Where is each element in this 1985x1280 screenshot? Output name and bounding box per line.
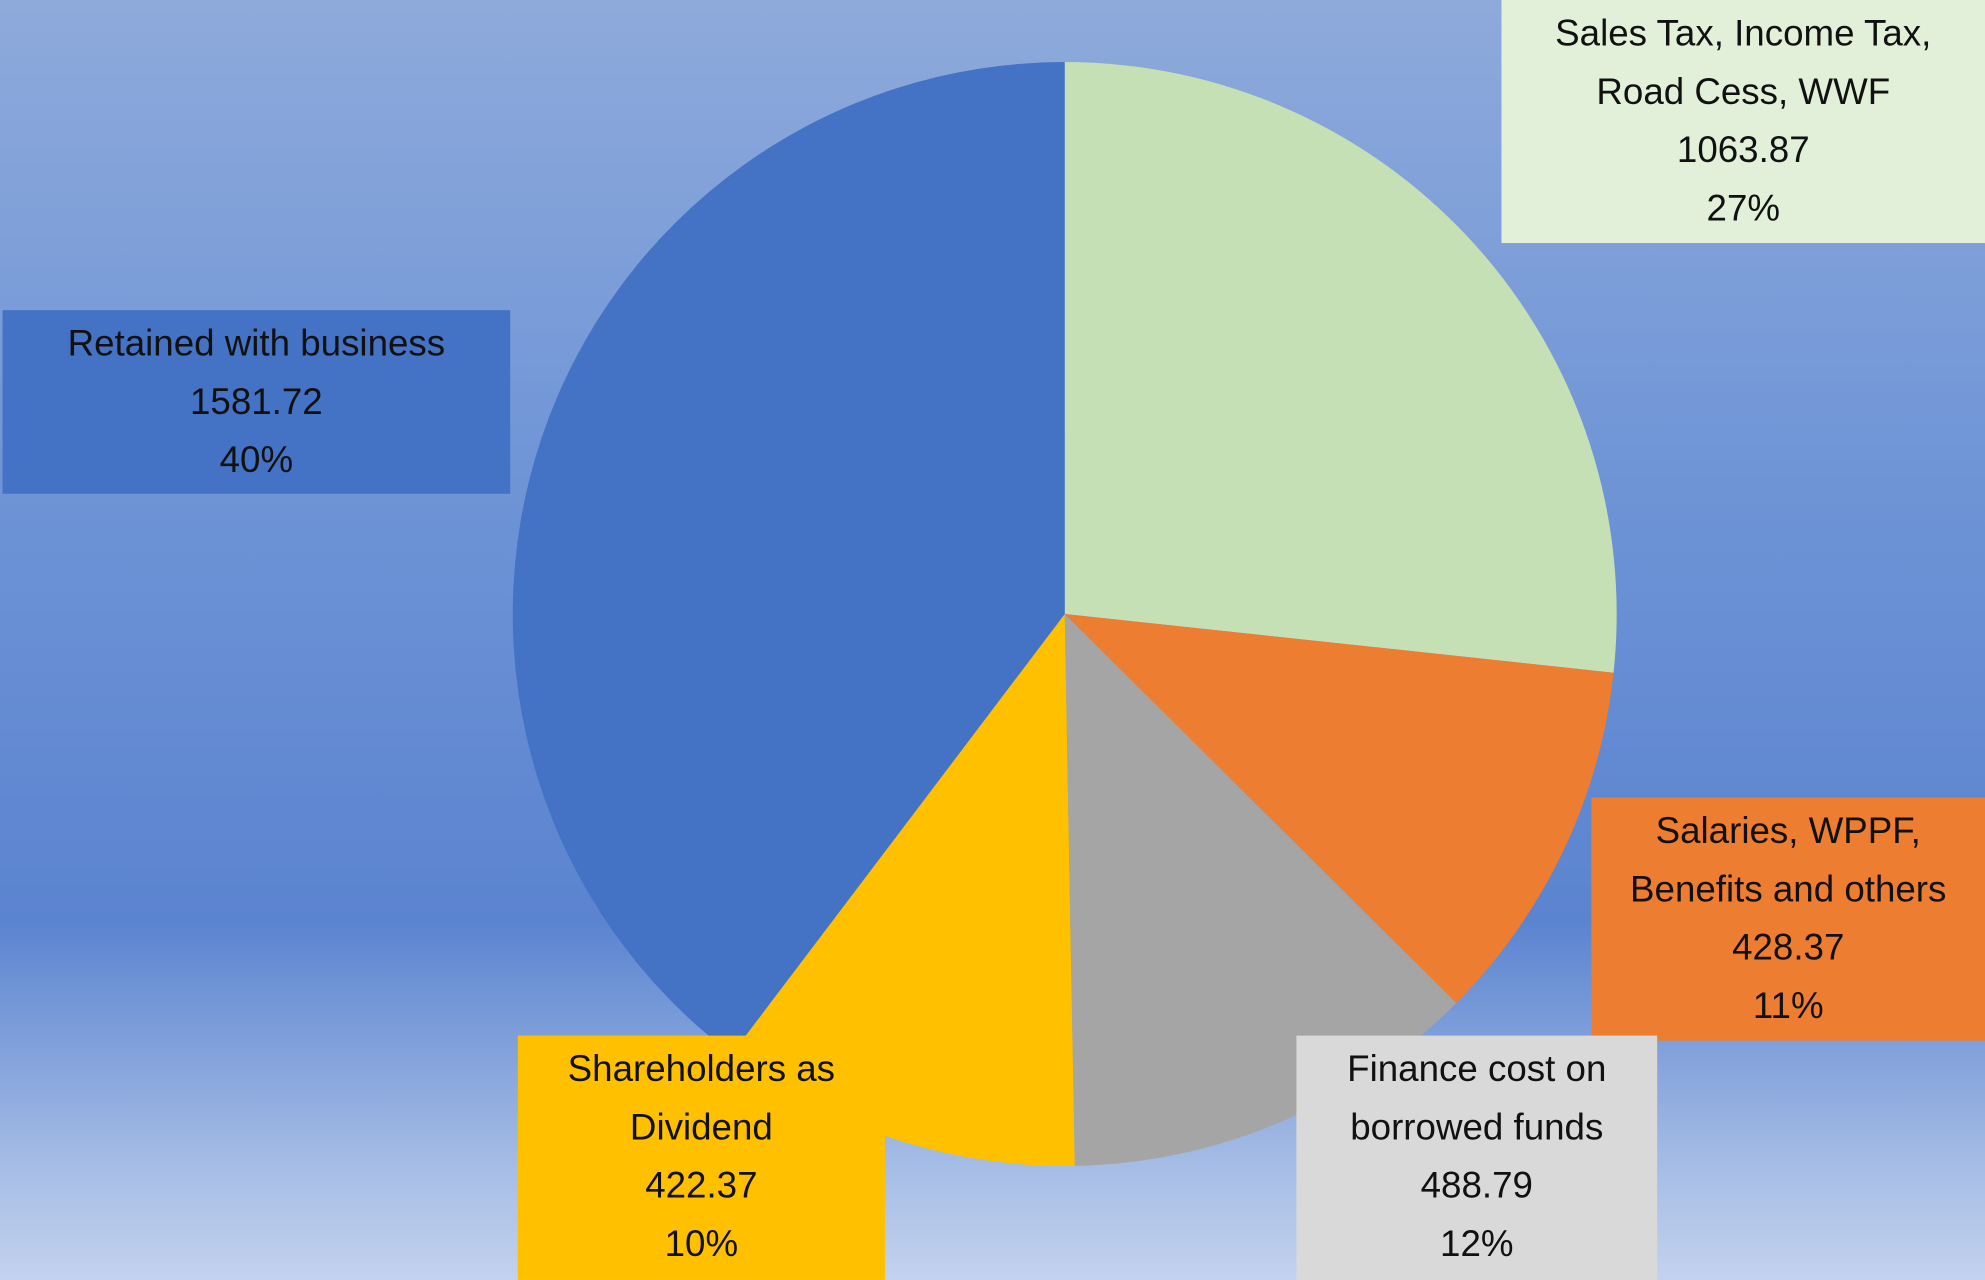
data-label: Shareholders as Dividend 422.37 10% (517, 1035, 885, 1280)
label-value: 1063.87 (1676, 130, 1810, 171)
pie-slice (1064, 614, 1614, 1003)
label-name: Finance cost on borrowed funds (1347, 1049, 1607, 1149)
data-label: Finance cost on borrowed funds 488.79 12% (1296, 1035, 1658, 1280)
label-value: 422.37 (645, 1165, 758, 1207)
label-name: Sales Tax, Income Tax, Road Cess, WWF (1555, 13, 1932, 113)
pie-slice (731, 614, 1075, 1166)
data-label: Sales Tax, Income Tax, Road Cess, WWF 106… (1501, 0, 1985, 244)
pie-slice (1064, 62, 1617, 673)
label-percent: 11% (1752, 986, 1824, 1027)
pie-slice (1064, 614, 1457, 1166)
label-value: 1581.72 (189, 382, 323, 423)
label-value: 428.37 (1732, 927, 1845, 969)
label-value: 488.79 (1420, 1165, 1533, 1207)
data-label: Retained with business 1581.72 40% (2, 310, 511, 494)
label-percent: 12% (1440, 1224, 1514, 1265)
label-percent: 10% (664, 1224, 739, 1265)
label-percent: 40% (219, 440, 294, 482)
pie-slice (512, 62, 1065, 1055)
label-name: Retained with business (67, 324, 446, 365)
label-percent: 27% (1706, 188, 1781, 230)
label-name: Shareholders as Dividend (567, 1049, 836, 1149)
data-label: Salaries, WPPF, Benefits and others 428.3… (1591, 797, 1985, 1041)
label-name: Salaries, WPPF, Benefits and others (1630, 811, 1947, 911)
